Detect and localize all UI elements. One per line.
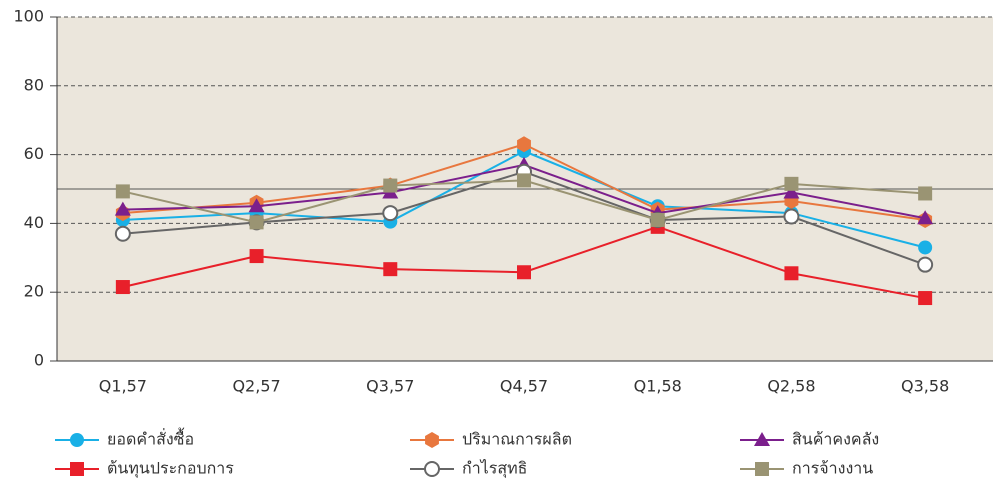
data-point (783, 208, 800, 225)
data-point (249, 249, 264, 264)
data-point (917, 256, 934, 273)
data-point (115, 280, 130, 295)
y-tick-label: 0 (34, 351, 44, 370)
data-point (115, 184, 130, 199)
data-point (517, 173, 531, 188)
x-tick-label: Q3,57 (366, 377, 414, 396)
x-tick-label: Q1,58 (634, 377, 682, 396)
x-tick-label: Q2,58 (767, 377, 815, 396)
data-point (517, 136, 531, 153)
x-tick-label: Q3,58 (901, 377, 949, 396)
legend-marker (754, 432, 770, 446)
legend-label: การจ้างงาน (792, 459, 873, 478)
legend-marker (70, 462, 84, 476)
data-point (249, 215, 264, 230)
data-point (114, 201, 131, 216)
data-point (517, 265, 531, 280)
y-tick-label: 80 (24, 75, 44, 94)
data-point (650, 212, 665, 227)
data-point (383, 178, 398, 193)
legend-marker (755, 462, 769, 476)
x-tick-label: Q4,57 (500, 377, 548, 396)
legend-marker (425, 432, 439, 448)
legend-marker (70, 433, 84, 447)
x-tick-label: Q2,57 (232, 377, 280, 396)
legend-label: กำไรสุทธิ (462, 459, 527, 479)
legend-label: ยอดคำสั่งซื้อ (107, 428, 194, 449)
data-point (918, 291, 933, 306)
legend-label: สินค้าคงคลัง (792, 430, 879, 449)
data-point (114, 225, 131, 242)
data-point (917, 210, 934, 225)
x-tick-label: Q1,57 (99, 377, 147, 396)
data-point (784, 266, 799, 281)
y-tick-label: 100 (13, 7, 44, 26)
data-point (382, 205, 399, 222)
data-point (248, 198, 265, 213)
legend-label: ต้นทุนประกอบการ (107, 459, 234, 479)
y-tick-label: 20 (24, 282, 44, 301)
data-point (918, 240, 933, 255)
data-point (783, 184, 800, 199)
y-tick-label: 60 (24, 144, 44, 163)
data-point (784, 176, 799, 191)
y-tick-label: 40 (24, 213, 44, 232)
data-point (918, 186, 933, 201)
legend-label: ปริมาณการผลิต (462, 430, 572, 449)
data-point (383, 262, 398, 277)
legend-marker (424, 461, 440, 477)
